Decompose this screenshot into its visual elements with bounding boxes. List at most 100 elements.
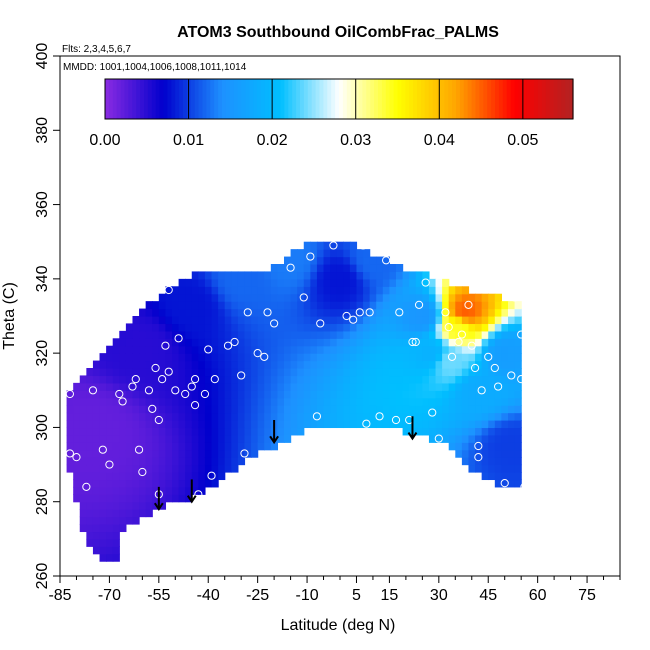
heatmap-cell <box>448 375 456 384</box>
heatmap-cell <box>270 405 279 414</box>
heatmap-cell <box>106 405 114 414</box>
heatmap-cell <box>514 464 522 473</box>
heatmap-cell <box>336 345 344 354</box>
heatmap-cell <box>198 479 206 488</box>
heatmap-cell <box>158 390 167 399</box>
heatmap-cell <box>172 405 180 414</box>
heatmap-cell <box>86 509 94 518</box>
heatmap-cell <box>428 278 437 287</box>
heatmap-cell <box>481 308 489 317</box>
heatmap-cell <box>198 442 206 451</box>
heatmap-cell <box>461 353 470 362</box>
heatmap-cell <box>494 457 503 466</box>
heatmap-cell <box>428 330 437 339</box>
heatmap-cell <box>145 494 153 503</box>
heatmap-cell <box>310 382 318 391</box>
heatmap-cell <box>257 323 265 332</box>
heatmap-cell <box>165 494 173 503</box>
heatmap-cell <box>389 293 397 302</box>
heatmap-cell <box>198 353 206 362</box>
heatmap-cell <box>211 286 219 295</box>
heatmap-cell <box>475 345 483 354</box>
heatmap-cell <box>382 316 391 325</box>
colorbar-segment <box>136 79 141 119</box>
sample-point <box>158 375 167 384</box>
heatmap-cell <box>79 434 87 443</box>
heatmap-cell <box>455 375 463 384</box>
heatmap-cell <box>290 249 298 258</box>
heatmap-cell <box>349 241 358 250</box>
heatmap-cell <box>336 368 344 377</box>
heatmap-cell <box>369 382 377 391</box>
heatmap-cell <box>204 457 213 466</box>
heatmap-cell <box>290 338 298 347</box>
heatmap-cell <box>382 264 391 273</box>
heatmap-cell <box>106 538 114 547</box>
heatmap-cell <box>92 390 101 399</box>
heatmap-cell <box>211 278 219 287</box>
heatmap-cell <box>389 264 397 273</box>
heatmap-cell <box>310 338 318 347</box>
heatmap-cell <box>448 390 456 399</box>
heatmap-cell <box>435 278 443 287</box>
heatmap-cell <box>455 323 463 332</box>
colorbar-segment <box>202 79 207 119</box>
heatmap-cell <box>277 286 285 295</box>
heatmap-cell <box>409 405 417 414</box>
heatmap-cell <box>257 434 265 443</box>
heatmap-cell <box>172 323 180 332</box>
heatmap-cell <box>481 293 489 302</box>
heatmap-cell <box>494 464 503 473</box>
heatmap-cell <box>112 524 120 533</box>
x-tick-label: 60 <box>529 587 547 604</box>
heatmap-cell <box>152 316 160 325</box>
heatmap-cell <box>475 412 483 421</box>
heatmap-cell <box>224 330 232 339</box>
heatmap-cell <box>468 382 476 391</box>
heatmap-cell <box>145 301 153 310</box>
heatmap-cell <box>356 338 364 347</box>
heatmap-cell <box>316 360 325 369</box>
heatmap-cell <box>185 472 193 481</box>
heatmap-cell <box>172 449 180 458</box>
heatmap-cell <box>435 345 443 354</box>
heatmap-cell <box>323 397 331 406</box>
heatmap-cell <box>303 330 311 339</box>
heatmap-cell <box>508 323 516 332</box>
heatmap-cell <box>152 323 160 332</box>
heatmap-cell <box>297 301 305 310</box>
heatmap-cell <box>284 338 292 347</box>
heatmap-cell <box>396 286 404 295</box>
heatmap-cell <box>343 375 351 384</box>
heatmap-cell <box>158 301 167 310</box>
heatmap-cell <box>336 249 344 258</box>
heatmap-cell <box>323 278 331 287</box>
heatmap-cell <box>172 427 180 436</box>
heatmap-cell <box>218 472 226 481</box>
heatmap-cell <box>165 375 173 384</box>
heatmap-cell <box>402 368 410 377</box>
heatmap-cell <box>158 449 167 458</box>
heatmap-cell <box>415 271 423 280</box>
heatmap-cell <box>237 457 246 466</box>
heatmap-cell <box>231 449 239 458</box>
colorbar-segment <box>120 79 126 119</box>
sample-point <box>207 471 216 480</box>
sample-point <box>115 389 124 399</box>
heatmap-cell <box>349 382 358 391</box>
heatmap-cell <box>310 241 318 250</box>
heatmap-cell <box>330 397 338 406</box>
heatmap-cell <box>218 427 226 436</box>
heatmap-cell <box>112 390 120 399</box>
heatmap-cell <box>277 368 285 377</box>
heatmap-cell <box>185 368 193 377</box>
colorbar-segment <box>370 79 375 119</box>
heatmap-cell <box>231 293 239 302</box>
heatmap-cell <box>396 293 404 302</box>
heatmap-cell <box>369 405 377 414</box>
heatmap-cell <box>508 434 516 443</box>
colorbar-segment <box>210 79 215 119</box>
heatmap-cell <box>139 375 147 384</box>
heatmap-cell <box>244 420 252 429</box>
heatmap-cell <box>448 338 456 347</box>
